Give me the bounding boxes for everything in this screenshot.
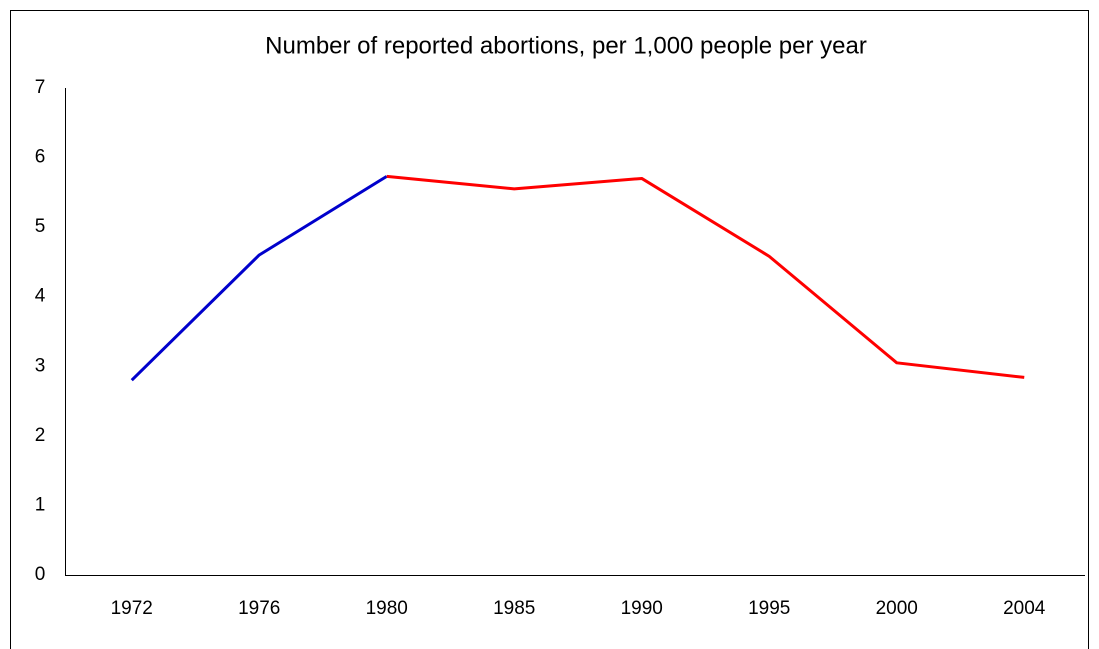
line-series [130,175,388,382]
line-series [386,174,1025,379]
x-tick-label: 2000 [876,598,918,619]
x-tick-label: 1990 [621,598,663,619]
y-tick-label: 5 [35,216,46,237]
y-tick-label: 6 [35,147,46,168]
x-tick-label: 1995 [748,598,790,619]
chart-title: Number of reported abortions, per 1,000 … [265,32,867,59]
chart-frame [10,10,1089,649]
y-tick-label: 0 [35,564,46,585]
x-tick-label: 1976 [238,598,280,619]
y-tick-label: 7 [35,77,46,98]
x-tick-label: 1972 [111,598,153,619]
y-tick-label: 3 [35,355,46,376]
y-tick-label: 2 [35,425,46,446]
y-tick-label: 4 [35,286,46,307]
y-tick-label: 1 [35,494,46,515]
x-tick-label: 1985 [493,598,535,619]
x-tick-label: 2004 [1003,598,1046,619]
x-tick-label: 1980 [366,598,408,619]
